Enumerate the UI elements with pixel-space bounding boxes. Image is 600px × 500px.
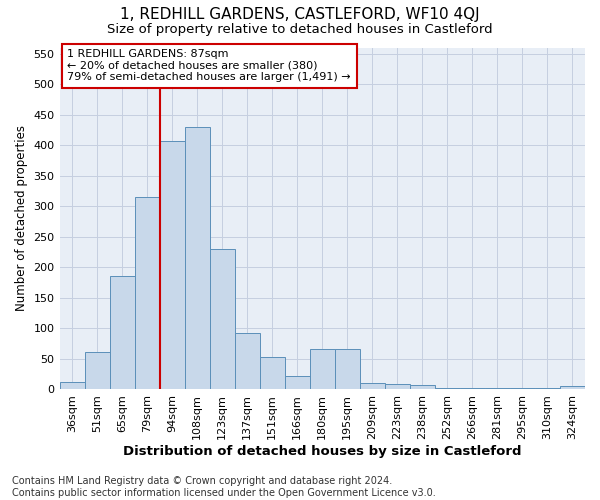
Bar: [59, 382, 85, 389]
Bar: [460, 388, 485, 389]
Bar: [485, 388, 510, 389]
Bar: [335, 350, 360, 389]
Bar: [110, 276, 134, 389]
Text: Size of property relative to detached houses in Castleford: Size of property relative to detached ho…: [107, 22, 493, 36]
Bar: [510, 388, 535, 389]
Bar: [560, 386, 585, 389]
Bar: [435, 388, 460, 389]
Bar: [209, 249, 235, 389]
Bar: [310, 350, 335, 389]
Bar: [235, 333, 260, 389]
Text: 1, REDHILL GARDENS, CASTLEFORD, WF10 4QJ: 1, REDHILL GARDENS, CASTLEFORD, WF10 4QJ: [120, 8, 480, 22]
Bar: [160, 141, 185, 389]
Text: 1 REDHILL GARDENS: 87sqm
← 20% of detached houses are smaller (380)
79% of semi-: 1 REDHILL GARDENS: 87sqm ← 20% of detach…: [67, 49, 351, 82]
Bar: [85, 352, 110, 389]
Bar: [260, 357, 285, 389]
X-axis label: Distribution of detached houses by size in Castleford: Distribution of detached houses by size …: [123, 444, 521, 458]
Bar: [410, 385, 435, 389]
Y-axis label: Number of detached properties: Number of detached properties: [15, 126, 28, 312]
Bar: [285, 376, 310, 389]
Bar: [535, 388, 560, 389]
Bar: [185, 127, 209, 389]
Bar: [385, 384, 410, 389]
Text: Contains HM Land Registry data © Crown copyright and database right 2024.
Contai: Contains HM Land Registry data © Crown c…: [12, 476, 436, 498]
Bar: [360, 383, 385, 389]
Bar: [134, 197, 160, 389]
